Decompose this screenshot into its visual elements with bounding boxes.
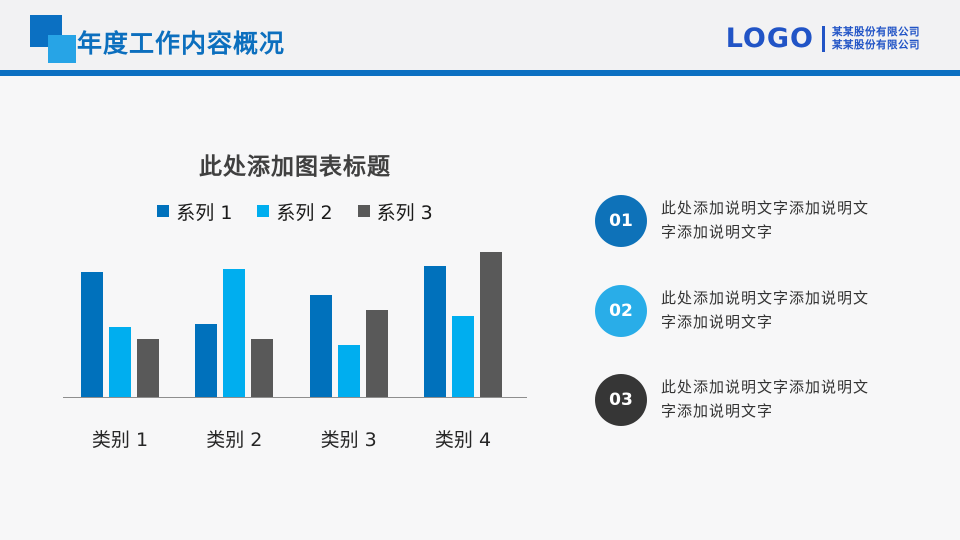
bar-group-2 xyxy=(195,269,274,397)
description-item-01: 01 此处添加说明文字添加说明文字添加说明文字 xyxy=(595,195,881,247)
legend-label: 系列 2 xyxy=(276,201,333,224)
bar xyxy=(81,272,103,397)
bar-group-3 xyxy=(309,295,388,397)
number-badge: 02 xyxy=(595,285,647,337)
header-divider xyxy=(0,70,960,76)
bar xyxy=(309,295,332,397)
description-item-02: 02 此处添加说明文字添加说明文字添加说明文字 xyxy=(595,285,881,337)
bar xyxy=(365,310,388,397)
page-title: 年度工作内容概况 xyxy=(77,29,286,58)
legend-swatch-icon xyxy=(157,205,170,217)
logo: LOGO 某某股份有限公司 某某股份有限公司 xyxy=(726,25,920,52)
light-square-icon xyxy=(48,35,76,63)
bar xyxy=(451,316,474,397)
bar xyxy=(337,345,360,397)
bar xyxy=(479,252,502,397)
category-label: 类别 1 xyxy=(91,429,149,451)
description-item-03: 03 此处添加说明文字添加说明文字添加说明文字 xyxy=(595,374,881,426)
company-name-line1: 某某股份有限公司 xyxy=(832,26,920,38)
legend-item: 系列 1 xyxy=(157,198,232,225)
legend-item: 系列 2 xyxy=(257,198,333,225)
category-label: 类别 2 xyxy=(206,429,263,451)
category-label: 类别 3 xyxy=(320,429,377,451)
legend-label: 系列 1 xyxy=(176,201,233,224)
legend-label: 系列 3 xyxy=(376,201,433,224)
legend-swatch-icon xyxy=(357,205,370,217)
chart-plot xyxy=(65,252,525,397)
bar xyxy=(423,266,446,397)
company-name-line2: 某某股份有限公司 xyxy=(832,38,920,51)
bar-group-4 xyxy=(423,252,502,397)
chart-title: 此处添加图表标题 xyxy=(199,154,391,180)
number-badge: 01 xyxy=(595,195,647,247)
description-text: 此处添加说明文字添加说明文字添加说明文字 xyxy=(661,378,870,420)
legend-item: 系列 3 xyxy=(357,198,433,225)
company-name-block: 某某股份有限公司 某某股份有限公司 xyxy=(832,26,920,51)
category-axis-labels: 类别 1 类别 2 类别 3 类别 4 xyxy=(65,425,525,452)
header: 年度工作内容概况 LOGO 某某股份有限公司 某某股份有限公司 xyxy=(0,0,960,70)
bar xyxy=(137,339,159,397)
bar xyxy=(195,324,218,397)
bar xyxy=(251,339,274,397)
legend-swatch-icon xyxy=(257,205,270,217)
category-label: 类别 4 xyxy=(434,429,492,451)
logo-text: LOGO xyxy=(725,23,814,54)
description-text: 此处添加说明文字添加说明文字添加说明文字 xyxy=(661,199,870,241)
logo-divider xyxy=(822,25,825,52)
bar-group-1 xyxy=(81,272,159,397)
number-badge: 03 xyxy=(595,374,647,426)
chart-legend: 系列 1 系列 2 系列 3 xyxy=(65,198,525,225)
title-marker-icon xyxy=(30,15,76,63)
x-axis-line xyxy=(63,397,527,398)
description-text: 此处添加说明文字添加说明文字添加说明文字 xyxy=(661,289,870,331)
description-list: 01 此处添加说明文字添加说明文字添加说明文字 02 此处添加说明文字添加说明文字添加… xyxy=(595,195,895,435)
bar xyxy=(109,327,131,397)
bar xyxy=(223,269,246,397)
